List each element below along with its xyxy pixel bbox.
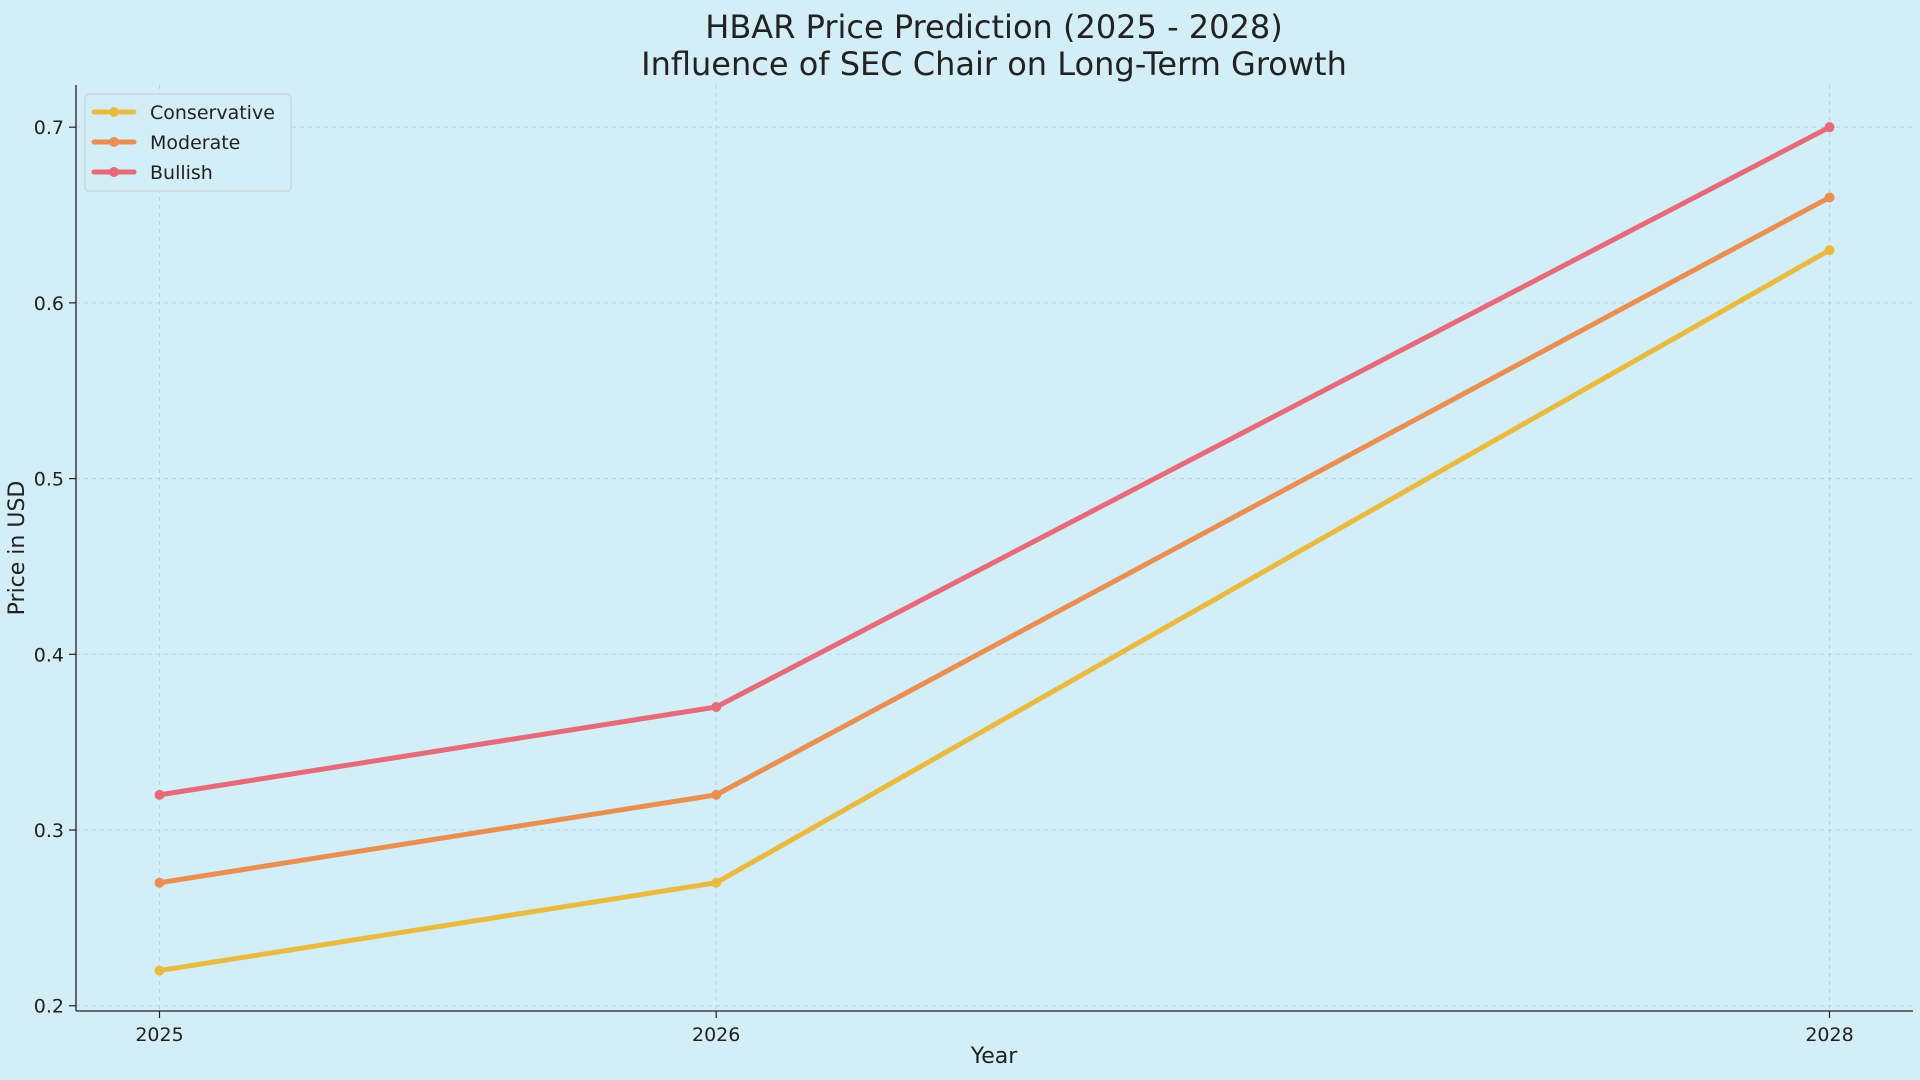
data-point-bullish: [154, 789, 165, 800]
data-point-bullish: [1824, 122, 1835, 133]
y-ticks: 0.2 0.3 0.4 0.5 0.6 0.7: [34, 117, 76, 1018]
data-point-conservative: [154, 965, 165, 976]
legend-label: Conservative: [150, 102, 275, 124]
data-point-moderate: [1824, 192, 1835, 203]
y-tick-label: 0.4: [34, 644, 64, 666]
axes: [75, 85, 1913, 1012]
legend-swatch-marker: [109, 167, 119, 177]
y-axis-label: Price in USD: [5, 481, 30, 616]
legend-swatch-marker: [109, 137, 119, 147]
legend-item-moderate: Moderate: [91, 132, 240, 154]
data-point-moderate: [154, 877, 165, 888]
data-point-conservative: [1824, 245, 1835, 256]
y-tick-label: 0.7: [34, 117, 64, 139]
chart-title: HBAR Price Prediction (2025 - 2028): [705, 8, 1282, 46]
grid: [76, 85, 1913, 1011]
x-tick-label: 2026: [692, 1024, 740, 1046]
legend-label: Moderate: [150, 132, 240, 154]
legend-swatch-marker: [109, 107, 119, 117]
data-point-moderate: [711, 789, 722, 800]
y-tick-label: 0.3: [34, 820, 64, 842]
y-tick-label: 0.2: [34, 996, 64, 1018]
series-line-moderate: [157, 194, 1832, 886]
series: [154, 122, 1835, 976]
x-tick-label: 2025: [135, 1024, 183, 1046]
x-ticks: 2025 2026 2028: [135, 1011, 1854, 1046]
legend-box: [84, 93, 292, 192]
legend-label: Bullish: [150, 162, 213, 184]
series-line-conservative: [157, 247, 1832, 974]
x-tick-label: 2028: [1805, 1024, 1853, 1046]
data-point-conservative: [711, 877, 722, 888]
x-axis-label: Year: [970, 1044, 1019, 1069]
data-point-bullish: [711, 702, 722, 713]
legend-item-conservative: Conservative: [91, 102, 275, 124]
chart-subtitle: Influence of SEC Chair on Long-Term Grow…: [641, 45, 1347, 83]
y-tick-label: 0.6: [34, 293, 64, 315]
legend: Conservative Moderate Bullish: [84, 93, 292, 192]
series-line-bullish: [157, 124, 1832, 798]
y-tick-label: 0.5: [34, 469, 64, 491]
legend-item-bullish: Bullish: [91, 162, 213, 184]
